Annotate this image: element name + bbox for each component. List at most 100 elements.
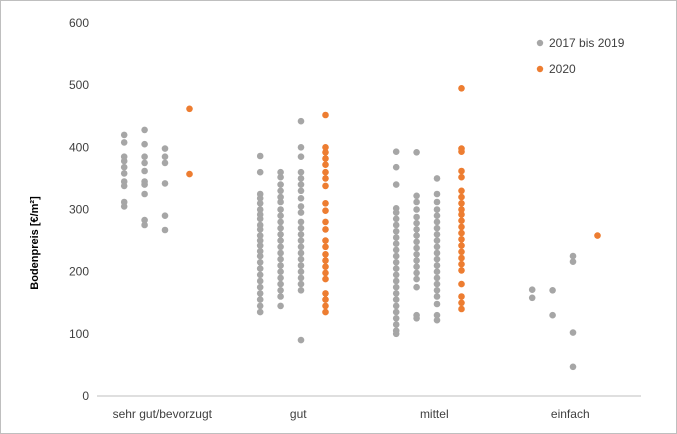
data-point-series-1	[161, 180, 169, 187]
data-point-series-1	[392, 221, 400, 229]
data-point-series-2	[322, 257, 329, 264]
data-point-series-1	[433, 311, 441, 319]
data-point-series-1	[256, 215, 264, 223]
data-point-series-1	[413, 251, 420, 258]
data-point-series-1	[277, 262, 284, 269]
data-point-series-2	[458, 211, 465, 218]
data-point-series-1	[433, 190, 441, 198]
data-point-series-1	[120, 139, 128, 146]
data-point-series-1	[297, 175, 305, 182]
data-point-series-1	[569, 329, 577, 336]
data-point-series-2	[322, 243, 329, 251]
data-point-series-1	[433, 243, 441, 251]
data-point-series-1	[413, 149, 420, 156]
data-point-series-1	[549, 311, 556, 319]
data-point-series-1	[392, 277, 400, 285]
data-point-series-1	[413, 263, 420, 271]
data-point-series-1	[161, 226, 169, 234]
data-point-series-1	[277, 218, 284, 226]
data-point-series-2	[186, 170, 193, 178]
data-point-series-2	[322, 296, 329, 303]
data-point-series-1	[141, 221, 148, 229]
data-point-series-1	[392, 252, 400, 260]
data-point-series-1	[120, 163, 128, 171]
data-point-series-2	[458, 167, 465, 175]
data-point-series-1	[297, 224, 305, 232]
data-point-series-1	[141, 216, 148, 224]
data-point-series-1	[569, 258, 577, 266]
data-point-series-1	[392, 302, 400, 310]
legend-marker-series-1	[536, 39, 544, 47]
data-point-series-2	[458, 280, 465, 288]
data-point-series-2	[322, 200, 329, 207]
data-point-series-2	[458, 148, 465, 155]
data-point-series-2	[322, 237, 329, 244]
data-point-series-1	[569, 252, 577, 260]
data-point-series-2	[458, 248, 465, 256]
data-point-series-1	[392, 163, 400, 171]
data-point-series-1	[141, 153, 148, 160]
data-point-series-1	[141, 181, 148, 188]
data-point-series-2	[322, 207, 329, 214]
data-point-series-1	[392, 234, 400, 241]
data-point-series-1	[120, 203, 128, 210]
data-point-series-1	[433, 231, 441, 238]
data-point-series-1	[297, 187, 305, 195]
data-point-series-1	[549, 287, 556, 294]
data-point-series-1	[277, 287, 284, 294]
data-point-series-1	[277, 231, 284, 238]
data-point-series-1	[256, 296, 264, 303]
data-points	[120, 85, 601, 371]
data-point-series-1	[256, 200, 264, 207]
data-point-series-1	[392, 228, 400, 235]
data-point-series-1	[392, 308, 400, 316]
data-point-series-1	[141, 159, 148, 167]
data-point-series-1	[277, 181, 284, 188]
data-point-series-1	[120, 170, 128, 177]
data-point-series-1	[413, 283, 420, 291]
data-point-series-2	[458, 229, 465, 237]
data-point-series-1	[297, 218, 305, 226]
y-axis-label: Bodenpreis [€/m²]	[29, 196, 41, 290]
data-point-series-2	[458, 85, 465, 92]
data-point-series-1	[256, 226, 264, 233]
data-point-series-1	[297, 243, 305, 251]
data-point-series-1	[433, 300, 441, 308]
data-point-series-1	[297, 231, 305, 238]
data-point-series-1	[277, 187, 284, 195]
data-point-series-2	[322, 149, 329, 156]
data-point-series-1	[392, 181, 400, 188]
data-point-series-1	[297, 255, 305, 263]
data-point-series-1	[141, 167, 148, 175]
data-point-series-1	[392, 330, 400, 338]
legend-label-series-1: 2017 bis 2019	[549, 36, 625, 50]
data-point-series-2	[458, 242, 465, 249]
data-point-series-1	[256, 168, 264, 176]
legend: 2017 bis 2019 2020	[536, 36, 625, 76]
data-point-series-1	[433, 198, 441, 206]
data-point-series-2	[458, 236, 465, 243]
y-axis-ticks: 0 100 200 300 400 500 600	[69, 16, 89, 403]
data-point-series-1	[277, 224, 284, 232]
data-point-series-1	[297, 203, 305, 210]
data-point-series-1	[256, 302, 264, 310]
data-point-series-2	[458, 193, 465, 201]
data-point-series-2	[322, 263, 329, 271]
data-point-series-1	[297, 268, 305, 276]
data-point-series-1	[433, 249, 441, 257]
data-point-series-1	[433, 316, 441, 324]
legend-label-series-2: 2020	[549, 62, 576, 76]
data-point-series-1	[277, 280, 284, 288]
x-tick-label: gut	[290, 407, 307, 421]
data-point-series-1	[433, 224, 441, 232]
data-point-series-1	[256, 252, 264, 260]
data-point-series-1	[297, 168, 305, 176]
data-point-series-2	[322, 290, 329, 297]
data-point-series-2	[458, 267, 465, 274]
data-point-series-2	[458, 305, 465, 313]
data-point-series-1	[413, 238, 420, 246]
data-point-series-1	[413, 206, 420, 213]
y-tick-label: 200	[69, 265, 89, 279]
data-point-series-2	[322, 251, 329, 258]
data-point-series-1	[141, 126, 148, 134]
